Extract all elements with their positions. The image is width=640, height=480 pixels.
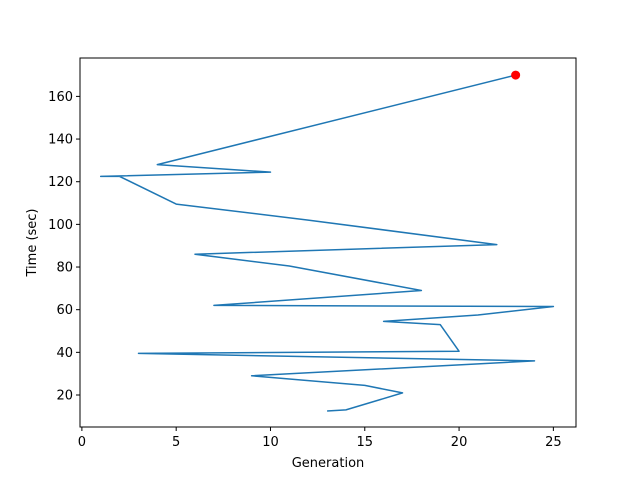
- y-tick-label: 20: [56, 389, 73, 404]
- x-tick-label: 0: [78, 435, 86, 450]
- x-axis-ticks: 0 5 10 15 20 25: [78, 427, 562, 450]
- plot-area: [80, 58, 576, 427]
- y-tick-label: 140: [48, 133, 73, 148]
- y-tick-label: 80: [56, 261, 73, 276]
- highlight-point: [511, 70, 521, 80]
- x-tick-label: 10: [262, 435, 279, 450]
- x-tick-label: 15: [357, 435, 374, 450]
- y-tick-label: 40: [56, 346, 73, 361]
- x-axis-label: Generation: [292, 456, 365, 471]
- y-tick-label: 120: [48, 175, 73, 190]
- y-tick-label: 160: [48, 90, 73, 105]
- y-axis-ticks: 20 40 60 80 100 120 140 160: [48, 90, 80, 404]
- y-tick-label: 100: [48, 218, 73, 233]
- y-axis-label: Time (sec): [25, 208, 40, 277]
- series-line: [99, 74, 555, 412]
- series-layer: [99, 70, 555, 412]
- x-tick-label: 25: [545, 435, 562, 450]
- x-tick-label: 20: [451, 435, 468, 450]
- x-tick-label: 5: [172, 435, 180, 450]
- plot-frame: [79, 57, 577, 428]
- y-tick-label: 60: [56, 303, 73, 318]
